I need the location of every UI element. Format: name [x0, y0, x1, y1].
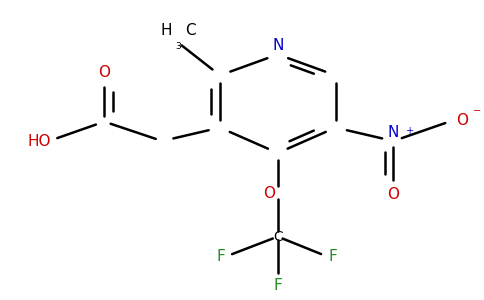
Text: O: O	[387, 187, 399, 202]
Text: HO: HO	[28, 134, 51, 148]
Text: +: +	[406, 126, 414, 136]
Text: H: H	[160, 23, 172, 38]
Text: 3: 3	[175, 42, 181, 51]
Text: N: N	[388, 124, 399, 140]
Text: O: O	[98, 65, 110, 80]
Text: O: O	[456, 112, 468, 128]
Text: C: C	[273, 230, 283, 244]
Text: C: C	[185, 23, 196, 38]
Text: F: F	[216, 248, 225, 263]
Text: −: −	[473, 106, 481, 116]
Text: F: F	[273, 278, 282, 293]
Text: O: O	[263, 186, 275, 201]
Text: F: F	[328, 248, 337, 263]
Text: N: N	[272, 38, 284, 53]
